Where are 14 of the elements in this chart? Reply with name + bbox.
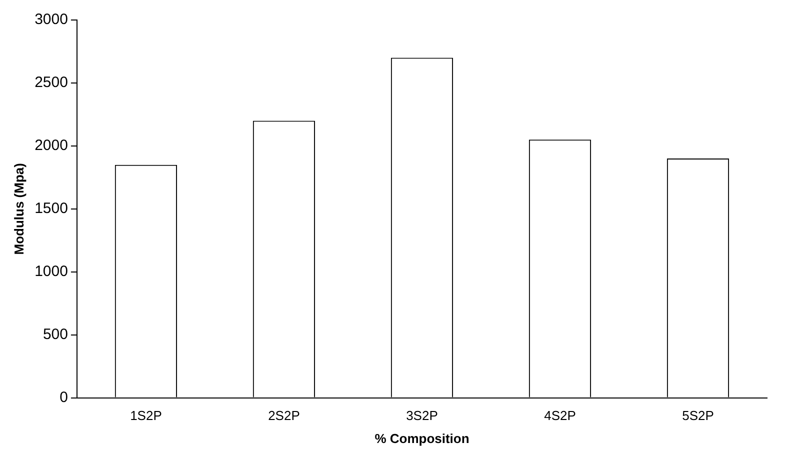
y-tick-label: 500 xyxy=(42,326,68,343)
x-tick-label: 5S2P xyxy=(682,408,714,424)
y-tick-label: 1000 xyxy=(34,263,68,280)
y-tick-label: 1500 xyxy=(34,200,68,218)
y-tick-label: 3000 xyxy=(34,11,68,28)
x-tick-label: 2S2P xyxy=(268,408,300,424)
x-tick-label: 4S2P xyxy=(544,408,576,424)
y-tick-label: 2500 xyxy=(34,74,68,92)
y-tick-label: 2000 xyxy=(34,137,68,154)
x-axis-title: % Composition xyxy=(374,430,470,446)
x-tick-label: 1S2P xyxy=(130,408,162,424)
y-axis-title: Modulus (Mpa) xyxy=(11,163,26,255)
y-tick-label: 0 xyxy=(60,388,68,406)
x-tick-label: 3S2P xyxy=(406,408,438,424)
